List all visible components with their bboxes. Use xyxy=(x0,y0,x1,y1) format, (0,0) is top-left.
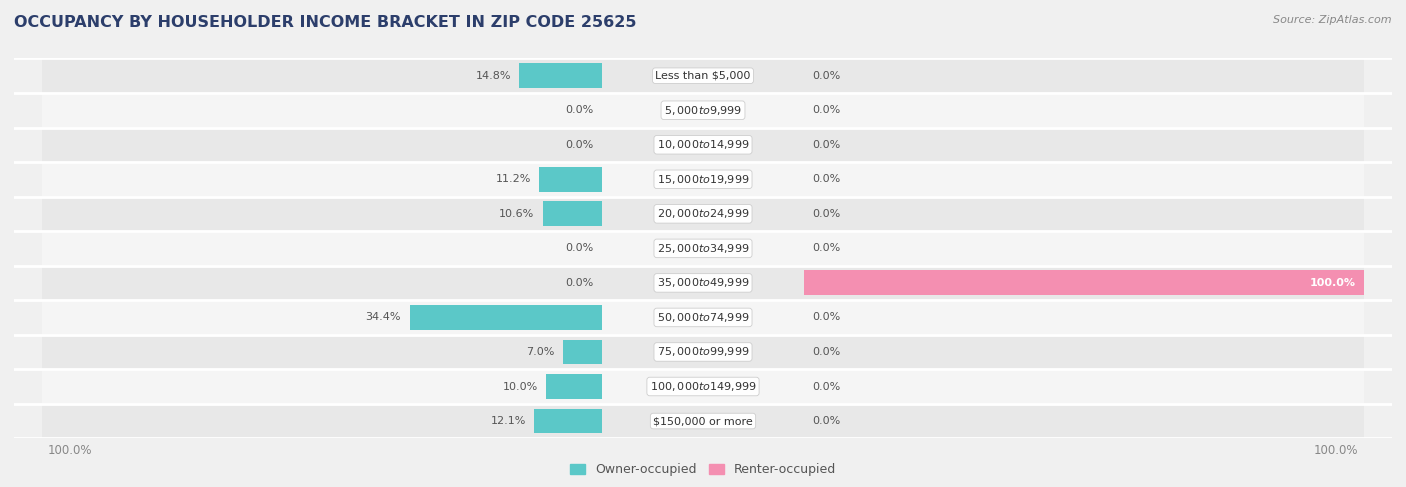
Bar xyxy=(42,93,703,128)
Bar xyxy=(703,404,1364,438)
Text: 10.0%: 10.0% xyxy=(502,381,537,392)
Bar xyxy=(42,335,703,369)
Text: 12.1%: 12.1% xyxy=(491,416,526,426)
Bar xyxy=(42,404,703,438)
Bar xyxy=(562,339,602,364)
Text: 0.0%: 0.0% xyxy=(813,209,841,219)
Bar xyxy=(703,58,1364,93)
Bar xyxy=(42,58,703,93)
Text: 0.0%: 0.0% xyxy=(813,381,841,392)
Bar xyxy=(42,369,703,404)
Text: 14.8%: 14.8% xyxy=(475,71,510,81)
Text: 0.0%: 0.0% xyxy=(813,174,841,184)
Text: $15,000 to $19,999: $15,000 to $19,999 xyxy=(657,173,749,186)
Bar xyxy=(42,231,703,265)
Bar xyxy=(42,128,703,162)
Text: $50,000 to $74,999: $50,000 to $74,999 xyxy=(657,311,749,324)
Bar xyxy=(703,265,1364,300)
Bar xyxy=(519,63,602,88)
Text: 0.0%: 0.0% xyxy=(813,244,841,253)
Text: 0.0%: 0.0% xyxy=(565,105,593,115)
Bar xyxy=(703,335,1364,369)
Text: 100.0%: 100.0% xyxy=(1309,278,1355,288)
Text: $150,000 or more: $150,000 or more xyxy=(654,416,752,426)
Bar xyxy=(42,300,703,335)
Text: 0.0%: 0.0% xyxy=(813,313,841,322)
Bar xyxy=(540,167,602,192)
Bar xyxy=(546,374,602,399)
Bar xyxy=(534,409,602,433)
Text: Source: ZipAtlas.com: Source: ZipAtlas.com xyxy=(1274,15,1392,25)
Bar xyxy=(703,93,1364,128)
Bar xyxy=(703,197,1364,231)
Bar xyxy=(703,369,1364,404)
Text: $100,000 to $149,999: $100,000 to $149,999 xyxy=(650,380,756,393)
Text: 0.0%: 0.0% xyxy=(813,140,841,150)
Bar xyxy=(543,202,602,226)
Text: 11.2%: 11.2% xyxy=(496,174,531,184)
Text: $25,000 to $34,999: $25,000 to $34,999 xyxy=(657,242,749,255)
Legend: Owner-occupied, Renter-occupied: Owner-occupied, Renter-occupied xyxy=(565,458,841,482)
Text: Less than $5,000: Less than $5,000 xyxy=(655,71,751,81)
Text: 10.6%: 10.6% xyxy=(499,209,534,219)
Text: 0.0%: 0.0% xyxy=(565,278,593,288)
Text: 0.0%: 0.0% xyxy=(565,140,593,150)
Bar xyxy=(42,265,703,300)
Text: $5,000 to $9,999: $5,000 to $9,999 xyxy=(664,104,742,117)
Bar xyxy=(703,128,1364,162)
Text: 0.0%: 0.0% xyxy=(813,71,841,81)
Bar xyxy=(703,300,1364,335)
Text: 7.0%: 7.0% xyxy=(526,347,554,357)
Text: 0.0%: 0.0% xyxy=(813,105,841,115)
Text: OCCUPANCY BY HOUSEHOLDER INCOME BRACKET IN ZIP CODE 25625: OCCUPANCY BY HOUSEHOLDER INCOME BRACKET … xyxy=(14,15,637,30)
Text: $20,000 to $24,999: $20,000 to $24,999 xyxy=(657,207,749,220)
Text: 0.0%: 0.0% xyxy=(813,347,841,357)
Text: $75,000 to $99,999: $75,000 to $99,999 xyxy=(657,345,749,358)
Text: 34.4%: 34.4% xyxy=(366,313,401,322)
Bar xyxy=(703,231,1364,265)
Text: 0.0%: 0.0% xyxy=(565,244,593,253)
Bar xyxy=(42,197,703,231)
Bar xyxy=(804,270,1364,295)
Text: $35,000 to $49,999: $35,000 to $49,999 xyxy=(657,277,749,289)
Text: 0.0%: 0.0% xyxy=(813,416,841,426)
Bar xyxy=(703,162,1364,197)
Text: $10,000 to $14,999: $10,000 to $14,999 xyxy=(657,138,749,151)
Bar xyxy=(42,162,703,197)
Bar xyxy=(409,305,602,330)
